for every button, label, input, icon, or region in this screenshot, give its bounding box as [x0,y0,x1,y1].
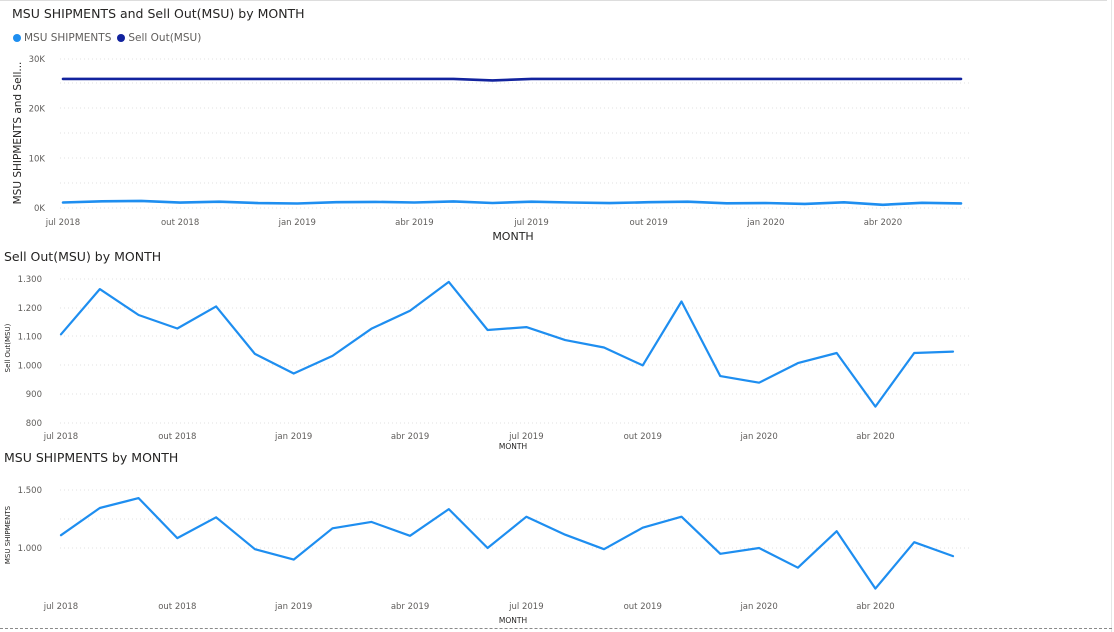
y-tick-label: 30K [29,55,46,65]
x-tick-label: abr 2020 [856,432,894,442]
y-tick-label: 1.300 [18,275,42,285]
x-tick-label: jan 2019 [278,218,316,228]
x-tick-label: jan 2020 [746,218,784,228]
x-tick-label: jul 2018 [43,602,78,612]
x-tick-label: out 2019 [624,432,662,442]
x-tick-label: jul 2019 [508,602,543,612]
series-line-sell-out [61,77,963,82]
legend-label: Sell Out(MSU) [128,32,202,44]
right-border [1111,0,1112,632]
y-tick-label: 1.000 [18,361,42,371]
chart3-title: MSU SHIPMENTS by MONTH [4,450,179,465]
y-tick-label: 10K [29,154,46,164]
top-border [0,0,1112,1]
y-axis-title: Sell Out(MSU) [4,323,12,372]
right-margin [1107,0,1113,632]
y-axis-title: MSU SHIPMENTS and Sell... [12,62,24,205]
x-tick-label: jan 2019 [274,432,312,442]
x-tick-label: out 2018 [158,432,196,442]
y-tick-label: 1.200 [18,304,42,314]
y-tick-label: 1.500 [18,486,42,496]
x-tick-label: out 2019 [630,218,668,228]
bottom-dashed-border [0,628,1112,629]
y-tick-label: 800 [26,419,42,429]
x-axis-title: MONTH [499,616,527,625]
x-tick-label: out 2018 [161,218,199,228]
x-tick-label: jan 2020 [739,602,777,612]
series-line-msu-shipments [61,199,963,207]
series-line-sell-out [59,280,955,408]
y-axis-title: MSU SHIPMENTS [4,505,12,564]
y-tick-label: 900 [26,390,42,400]
x-tick-label: abr 2020 [864,218,902,228]
legend-dot-icon [13,34,21,42]
x-axis-title: MONTH [492,230,533,243]
chart1-title: MSU SHIPMENTS and Sell Out(MSU) by MONTH [12,6,305,21]
y-tick-label: 1.100 [18,333,42,343]
x-tick-label: out 2018 [158,602,196,612]
y-tick-label: 1.000 [18,544,42,554]
legend-item-sell-out[interactable]: Sell Out(MSU) [117,32,201,44]
x-axis-title: MONTH [499,442,527,451]
y-tick-label: 0K [34,204,45,214]
x-tick-label: jul 2018 [45,218,80,228]
x-tick-label: jul 2019 [508,432,543,442]
x-tick-label: abr 2019 [391,602,429,612]
legend-item-msu-shipments[interactable]: MSU SHIPMENTS [13,32,111,44]
x-tick-label: abr 2019 [391,432,429,442]
chart2-title: Sell Out(MSU) by MONTH [4,249,162,264]
x-tick-label: abr 2019 [395,218,433,228]
series-line-msu-shipments [59,497,955,590]
chart1-legend[interactable]: MSU SHIPMENTS Sell Out(MSU) [13,32,207,44]
x-tick-label: jul 2019 [513,218,548,228]
x-tick-label: jan 2019 [274,602,312,612]
legend-label: MSU SHIPMENTS [24,32,112,44]
legend-dot-icon [117,34,126,42]
x-tick-label: jul 2018 [43,432,78,442]
x-tick-label: jan 2020 [739,432,777,442]
x-tick-label: out 2019 [624,602,662,612]
x-tick-label: abr 2020 [856,602,894,612]
y-tick-label: 20K [29,105,46,115]
